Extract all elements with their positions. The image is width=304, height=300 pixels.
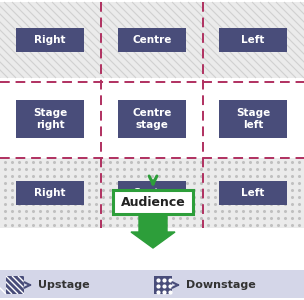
Bar: [0, 2, 304, 78]
Text: Stage
left: Stage left: [236, 108, 270, 130]
Bar: [113, 190, 193, 214]
Bar: [219, 181, 287, 205]
Bar: [0, 82, 304, 156]
Bar: [118, 28, 186, 52]
Bar: [6, 276, 24, 294]
Bar: [16, 181, 84, 205]
Bar: [219, 28, 287, 52]
Text: Left: Left: [241, 188, 265, 198]
Text: Centre: Centre: [132, 188, 172, 198]
Bar: [0, 270, 304, 298]
Polygon shape: [131, 214, 175, 248]
Bar: [16, 28, 84, 52]
Bar: [16, 100, 84, 138]
Text: Centre: Centre: [132, 35, 172, 45]
Bar: [0, 228, 304, 270]
Bar: [118, 181, 186, 205]
Bar: [219, 100, 287, 138]
Text: Downstage: Downstage: [186, 280, 256, 290]
Bar: [0, 158, 304, 228]
Text: Left: Left: [241, 35, 265, 45]
Text: Audience: Audience: [121, 196, 185, 208]
Text: Right: Right: [34, 188, 66, 198]
Bar: [118, 100, 186, 138]
Bar: [154, 276, 172, 294]
Text: Right: Right: [34, 35, 66, 45]
Text: Stage
right: Stage right: [33, 108, 67, 130]
Text: Centre
stage: Centre stage: [132, 108, 172, 130]
Text: Upstage: Upstage: [38, 280, 90, 290]
